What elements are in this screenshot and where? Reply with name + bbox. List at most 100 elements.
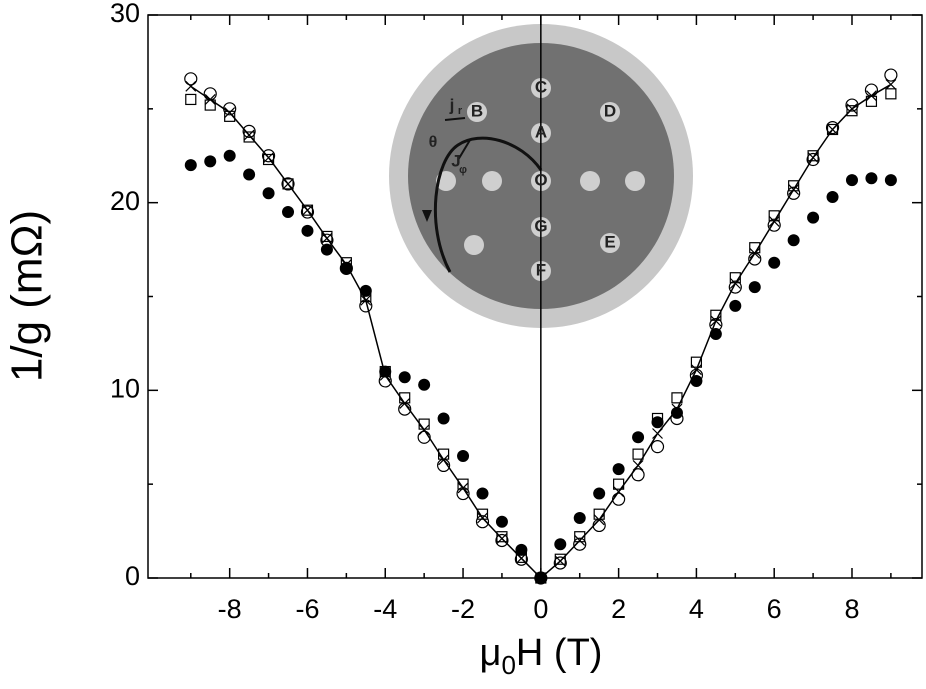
point xyxy=(884,174,897,187)
point xyxy=(593,487,606,500)
vectors xyxy=(444,117,471,161)
x-tick-label: -6 xyxy=(295,594,319,624)
x-tick-label: 2 xyxy=(611,594,626,624)
point xyxy=(359,284,372,297)
current-arc xyxy=(433,136,543,273)
point xyxy=(282,178,294,190)
point xyxy=(496,533,508,545)
point xyxy=(807,211,820,224)
x-tick-label: -4 xyxy=(373,594,397,624)
inset-label: G xyxy=(534,216,547,235)
point xyxy=(418,424,430,436)
point xyxy=(728,280,742,294)
point xyxy=(224,110,236,122)
point xyxy=(495,533,509,548)
point xyxy=(243,131,255,143)
point xyxy=(301,224,314,237)
point xyxy=(574,531,586,543)
point xyxy=(768,216,780,227)
inset-label: D xyxy=(604,101,616,120)
point xyxy=(826,191,839,204)
point xyxy=(788,184,800,195)
point xyxy=(807,152,819,164)
point xyxy=(262,153,275,166)
inset-label: B xyxy=(471,101,483,120)
x-tick-label: 8 xyxy=(844,594,859,624)
x-tick-label: -8 xyxy=(218,594,242,624)
contacts xyxy=(436,78,645,281)
x-axis-label: μ0H (T) xyxy=(480,632,603,680)
point xyxy=(807,150,819,162)
inset-label: C xyxy=(535,77,547,96)
x-tick-label: -2 xyxy=(451,594,475,624)
point xyxy=(885,79,897,90)
point xyxy=(690,364,702,376)
point xyxy=(866,90,877,102)
point xyxy=(457,482,469,494)
point xyxy=(652,428,663,439)
inset-label: A xyxy=(535,122,547,141)
point xyxy=(185,93,197,106)
point xyxy=(612,463,625,476)
point xyxy=(650,440,665,454)
point xyxy=(262,187,275,200)
series xyxy=(185,79,897,584)
y-tick-label: 10 xyxy=(110,373,140,403)
point xyxy=(398,371,411,384)
point xyxy=(787,234,800,247)
point xyxy=(748,281,761,294)
point xyxy=(671,403,683,415)
point xyxy=(457,450,470,463)
point xyxy=(438,454,450,466)
series xyxy=(185,88,897,584)
x-tick-label: 4 xyxy=(689,594,704,624)
point xyxy=(281,177,295,191)
inset-label: r xyxy=(458,105,463,117)
point xyxy=(729,277,741,289)
point xyxy=(553,556,567,570)
inset-label: F xyxy=(536,260,546,279)
point xyxy=(340,259,352,271)
point xyxy=(223,149,236,162)
x-label-part: H (T) xyxy=(516,632,603,674)
point xyxy=(477,512,488,524)
x-tick-label: 0 xyxy=(533,594,548,624)
point xyxy=(263,152,274,164)
point xyxy=(476,487,489,500)
point xyxy=(768,256,781,269)
point xyxy=(709,318,723,332)
x-label-sub: 0 xyxy=(501,650,515,680)
point xyxy=(340,257,352,269)
x-label-part: μ xyxy=(480,632,502,674)
point xyxy=(282,178,294,190)
point xyxy=(632,431,645,444)
y-tick-label: 20 xyxy=(110,186,140,216)
point xyxy=(203,87,217,101)
y-tick-label: 30 xyxy=(110,0,140,28)
point xyxy=(574,535,586,546)
point xyxy=(632,459,644,471)
arrow-head xyxy=(422,210,432,222)
point xyxy=(360,294,372,306)
point xyxy=(204,155,217,168)
point xyxy=(261,149,276,163)
point xyxy=(767,218,781,232)
point xyxy=(243,129,255,141)
point xyxy=(535,572,547,584)
point xyxy=(729,299,742,312)
point xyxy=(418,378,431,391)
inset-label: J xyxy=(451,151,460,170)
point xyxy=(204,94,216,105)
point xyxy=(515,552,527,564)
point xyxy=(300,205,315,219)
point xyxy=(670,411,684,426)
point xyxy=(826,123,839,136)
point xyxy=(806,152,820,167)
point xyxy=(593,514,605,526)
point xyxy=(749,247,761,259)
y-axis-label: 1/g (mΩ) xyxy=(3,210,52,382)
point xyxy=(185,80,197,92)
point xyxy=(884,68,898,82)
point xyxy=(846,103,858,115)
inset-label: θ xyxy=(429,134,438,151)
